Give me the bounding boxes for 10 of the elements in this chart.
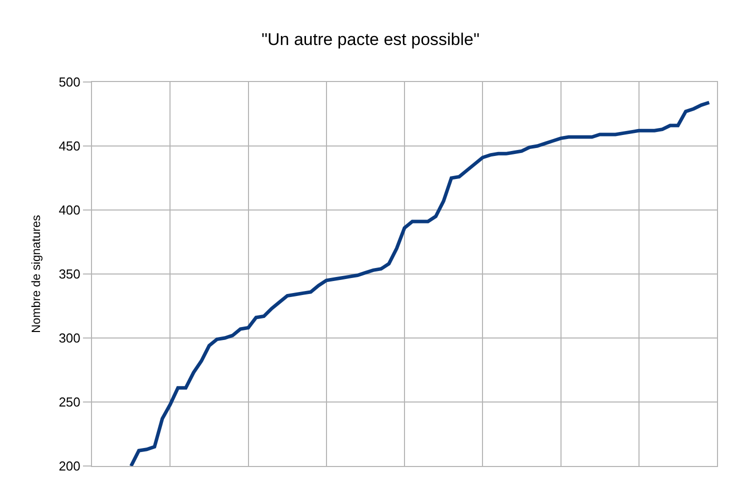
chart-title: "Un autre pacte est possible" (261, 30, 480, 49)
y-tick-label: 450 (58, 138, 80, 154)
y-tick-label: 250 (58, 394, 80, 410)
y-axis-title: Nombre de signatures (28, 214, 43, 334)
line-series (129, 100, 711, 466)
y-tick-label: 300 (58, 330, 80, 346)
y-tick-label: 200 (58, 458, 80, 474)
y-tick-label: 400 (58, 202, 80, 218)
y-tick-label: 350 (58, 266, 80, 282)
y-tick-label: 500 (58, 74, 80, 90)
